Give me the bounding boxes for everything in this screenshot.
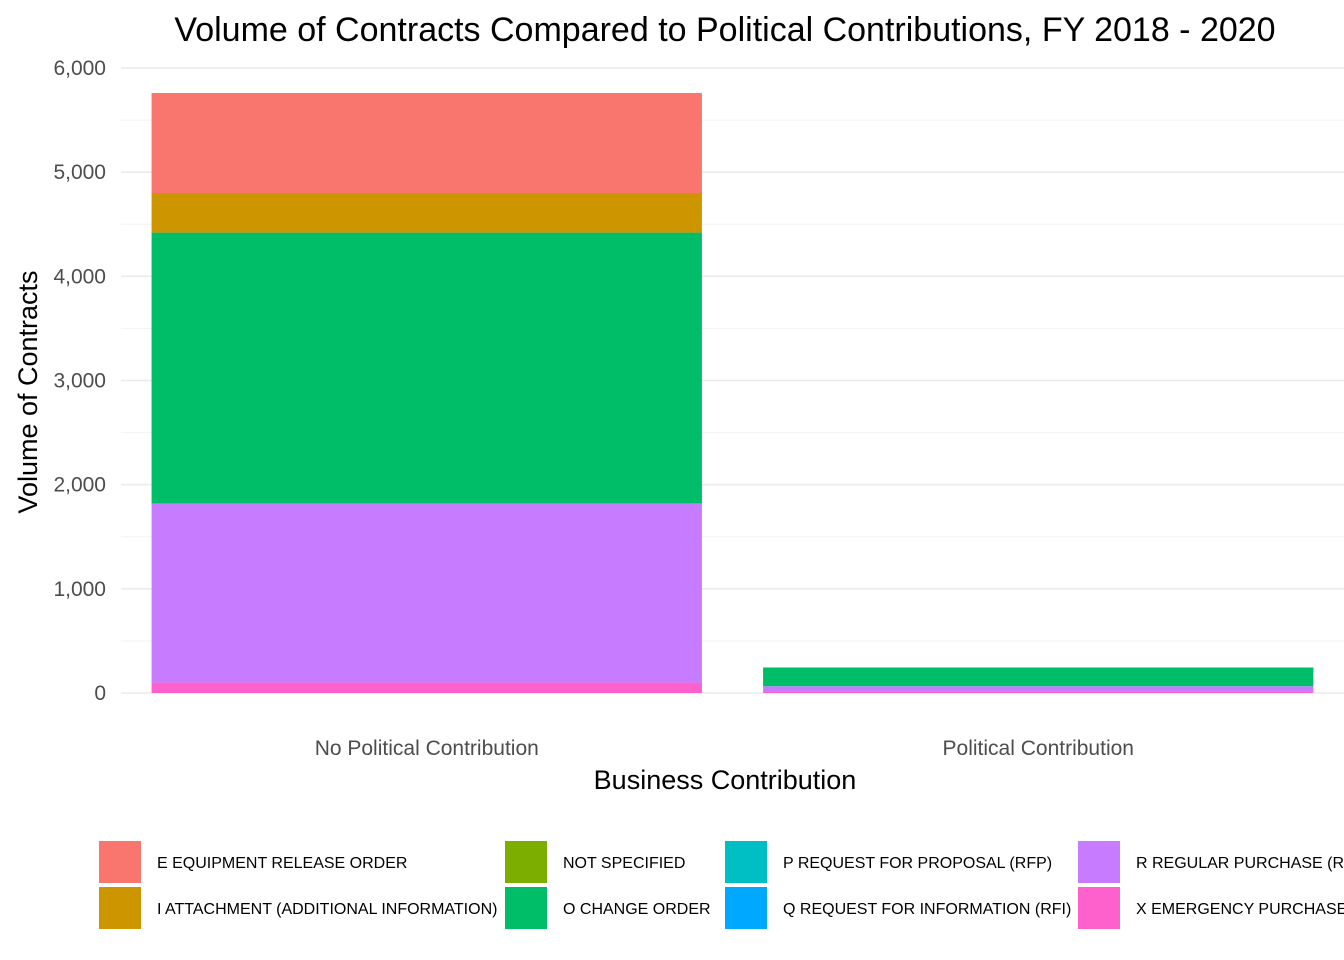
legend-swatch (99, 841, 141, 883)
y-tick-label: 4,000 (53, 265, 106, 288)
bar-segment (151, 682, 702, 693)
legend-swatch (725, 887, 767, 929)
y-tick-label: 1,000 (53, 578, 106, 601)
legend-swatch (1078, 887, 1120, 929)
bar-segment (151, 193, 702, 233)
legend-label: R REGULAR PURCHASE (RF (1136, 855, 1344, 872)
legend-label: NOT SPECIFIED (563, 855, 685, 872)
bar-segment (151, 232, 702, 504)
legend: E EQUIPMENT RELEASE ORDER I ATTACHMENT (A… (99, 841, 1344, 929)
y-tick-label: 0 (94, 682, 106, 705)
bar-segment (763, 667, 1314, 687)
y-tick-label: 3,000 (53, 370, 106, 393)
x-axis-title: Business Contribution (594, 765, 857, 795)
legend-label: Q REQUEST FOR INFORMATION (RFI) (783, 901, 1071, 918)
legend-label: E EQUIPMENT RELEASE ORDER (157, 855, 407, 872)
legend-label: O CHANGE ORDER (563, 901, 711, 918)
legend-swatch (1078, 841, 1120, 883)
chart-title: Volume of Contracts Compared to Politica… (174, 11, 1275, 49)
legend-label: P REQUEST FOR PROPOSAL (RFP) (783, 855, 1052, 872)
legend-label: X EMERGENCY PURCHASE (1136, 901, 1344, 918)
x-tick-label: Political Contribution (943, 737, 1134, 760)
legend-swatch (99, 887, 141, 929)
bar-segment (151, 93, 702, 193)
y-axis-ticks: 0 1,000 2,000 3,000 4,000 5,000 6,000 (53, 57, 106, 705)
bar-segment (763, 691, 1314, 693)
x-axis-ticks: No Political Contribution Political Contr… (315, 737, 1134, 760)
bar-segment (763, 686, 1314, 692)
legend-swatch (725, 841, 767, 883)
legend-swatch (505, 841, 547, 883)
y-tick-label: 5,000 (53, 161, 106, 184)
bar-segment (151, 503, 702, 683)
y-tick-label: 6,000 (53, 57, 106, 80)
legend-swatch (505, 887, 547, 929)
bars (151, 93, 1314, 693)
legend-label: I ATTACHMENT (ADDITIONAL INFORMATION) (157, 901, 497, 918)
x-tick-label: No Political Contribution (315, 737, 539, 760)
y-axis-title: Volume of Contracts (13, 270, 43, 513)
y-tick-label: 2,000 (53, 474, 106, 497)
